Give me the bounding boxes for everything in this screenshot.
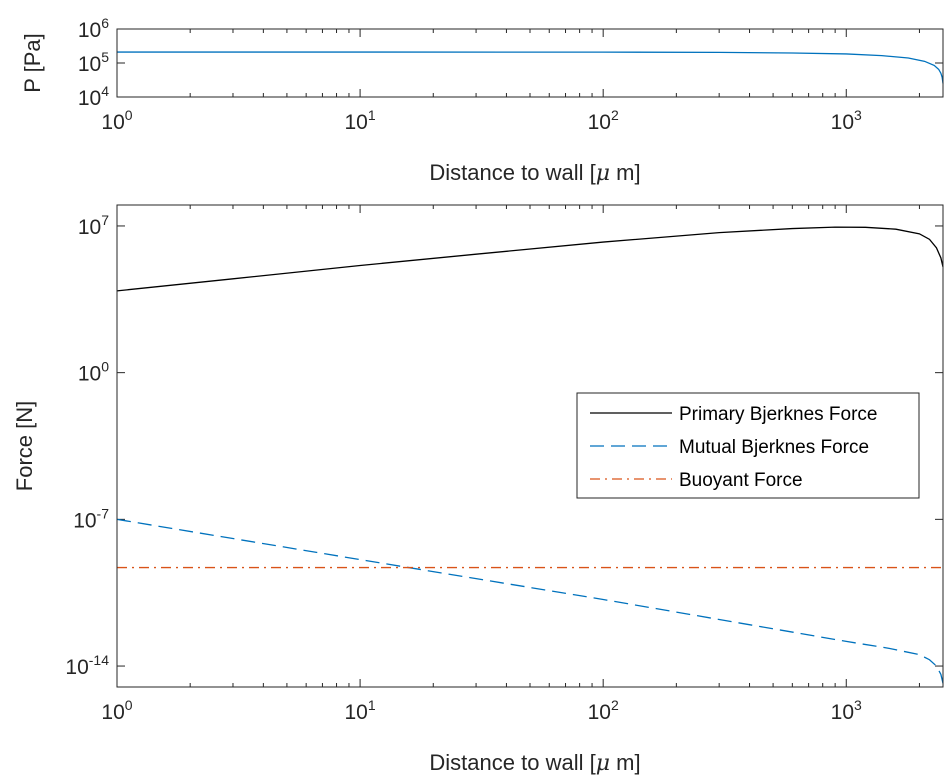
legend-label-1: Mutual Bjerknes Force — [679, 437, 869, 458]
y-tick-label: 105 — [78, 49, 109, 76]
x-tick-label: 100 — [101, 107, 132, 134]
x-tick-label: 102 — [588, 107, 619, 134]
x-tick-label: 103 — [831, 697, 862, 724]
pressure-axes-box — [116, 28, 944, 98]
series-line-1 — [116, 518, 944, 684]
x-tick-label: 101 — [345, 107, 376, 134]
series-line-0 — [116, 226, 944, 292]
x-tick-label: 100 — [101, 697, 132, 724]
y-tick-label: 106 — [78, 15, 109, 42]
x-tick-label: 103 — [831, 107, 862, 134]
legend-label-0: Primary Bjerknes Force — [679, 404, 878, 425]
x-tick-label: 102 — [588, 697, 619, 724]
legend-label-2: Buoyant Force — [679, 470, 803, 491]
y-tick-label: 10-7 — [73, 505, 109, 532]
pressure-chart: 100 101 102 103 104 105 106 Distance to wall [… — [20, 15, 944, 186]
force-y-axis-label: Force [N] — [12, 401, 37, 491]
series-line-0 — [117, 51, 944, 84]
y-tick-label: 100 — [78, 359, 109, 386]
pressure-ticks — [116, 28, 943, 98]
pressure-plot-area — [117, 29, 943, 97]
legend-items: Primary Bjerknes Force Mutual Bjerknes Fo… — [590, 404, 878, 491]
force-axes-box — [116, 204, 944, 688]
x-tick-label: 101 — [345, 697, 376, 724]
force-x-axis-label: Distance to wall [μ m] — [429, 750, 640, 776]
y-tick-label: 107 — [78, 212, 109, 239]
pressure-series — [117, 51, 944, 84]
force-chart: 100 101 102 103 10-14 10-7 100 107 Distance to … — [12, 204, 944, 776]
force-series — [116, 226, 944, 684]
legend: Primary Bjerknes Force Mutual Bjerknes Fo… — [576, 392, 920, 499]
pressure-tick-labels: 100 101 102 103 104 105 106 — [78, 15, 862, 134]
y-tick-label: 104 — [78, 83, 109, 110]
y-tick-label: 10-14 — [65, 652, 109, 679]
pressure-x-axis-label: Distance to wall [μ m] — [429, 160, 640, 186]
pressure-y-axis-label: P [Pa] — [20, 33, 45, 93]
force-tick-labels: 100 101 102 103 10-14 10-7 100 107 — [65, 212, 862, 724]
